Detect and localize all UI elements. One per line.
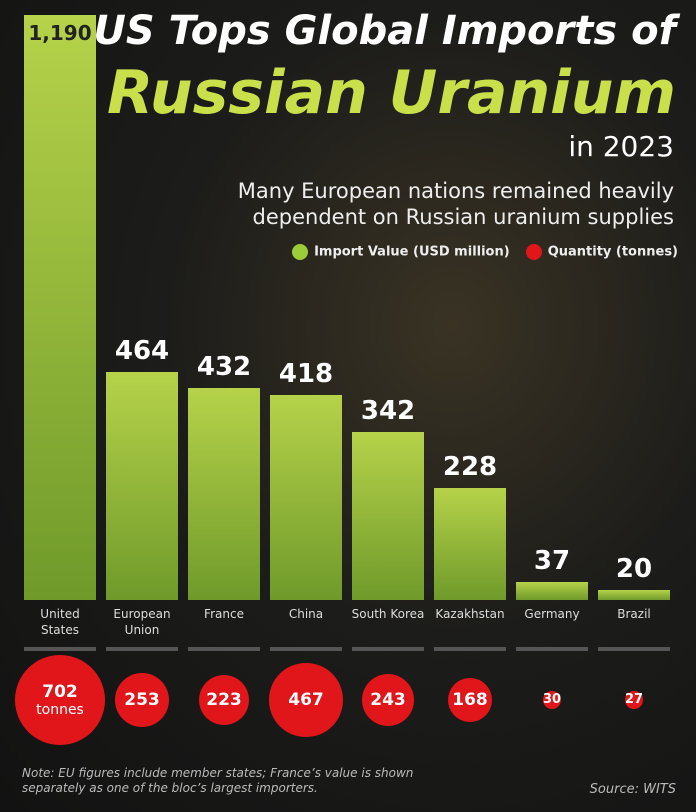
separator bbox=[270, 647, 342, 651]
separator bbox=[188, 647, 260, 651]
source: Source: WITS bbox=[589, 782, 676, 797]
separator bbox=[24, 647, 96, 651]
value-label: 228 bbox=[442, 451, 498, 482]
separator bbox=[516, 647, 588, 651]
separator bbox=[352, 647, 424, 651]
legend-swatch bbox=[292, 244, 309, 260]
quantity-bubble: 467 bbox=[269, 663, 343, 737]
quantity-label: 223 bbox=[206, 689, 242, 710]
quantity-bubble: 30 bbox=[542, 690, 562, 710]
category-label: France bbox=[204, 607, 244, 621]
subtitle: Many European nations remained heavily d… bbox=[237, 179, 674, 229]
value-label: 20 bbox=[615, 554, 653, 585]
value-label: 37 bbox=[533, 545, 571, 576]
quantity-bubble: 702 tonnes bbox=[15, 655, 105, 745]
quantity-bubble: 243 bbox=[361, 673, 415, 727]
quantity-bubble: 27 bbox=[625, 691, 643, 709]
title-year: in 2023 bbox=[568, 130, 674, 163]
note: Note: EU figures include member states; … bbox=[22, 766, 414, 795]
legend-label: Import Value (USD million) bbox=[314, 244, 510, 260]
bar bbox=[434, 487, 506, 600]
bar bbox=[516, 581, 588, 600]
quantity-label: 467 bbox=[288, 689, 324, 710]
value-label: 418 bbox=[278, 358, 334, 389]
quantity-bubble: 168 bbox=[447, 677, 492, 722]
separator bbox=[434, 647, 506, 651]
value-label: 432 bbox=[196, 351, 252, 382]
title-highlight: Russian Uranium bbox=[106, 58, 676, 128]
category-label: Kazakhstan bbox=[435, 607, 505, 621]
separator bbox=[106, 647, 178, 651]
category-label: South Korea bbox=[351, 607, 425, 621]
category-label: China bbox=[288, 607, 324, 621]
legend-item: Import Value (USD million) bbox=[292, 244, 510, 260]
quantity-label: 27 bbox=[624, 692, 644, 708]
quantity-unit: tonnes bbox=[36, 702, 84, 718]
legend-item: Quantity (tonnes) bbox=[525, 244, 678, 260]
title: US Tops Global Imports of bbox=[93, 8, 676, 54]
category-label: European Union bbox=[113, 607, 171, 637]
bar bbox=[106, 371, 178, 600]
value-label: 1,190 bbox=[28, 21, 92, 45]
quantity-bubble: 223 bbox=[198, 674, 250, 726]
category-label: Germany bbox=[524, 607, 580, 621]
quantity-label: 243 bbox=[370, 689, 406, 710]
category-label: United States bbox=[40, 607, 80, 637]
value-label: 464 bbox=[114, 335, 170, 366]
legend-swatch bbox=[525, 244, 542, 260]
quantity-label: 253 bbox=[124, 689, 160, 710]
value-label: 342 bbox=[360, 395, 416, 426]
bar bbox=[24, 15, 96, 600]
quantity-label: 702 bbox=[42, 682, 78, 702]
bar bbox=[352, 431, 424, 600]
quantity-label: 30 bbox=[542, 692, 562, 708]
separator bbox=[598, 647, 670, 651]
bar bbox=[188, 387, 260, 600]
bar bbox=[598, 590, 670, 600]
legend-label: Quantity (tonnes) bbox=[547, 244, 678, 260]
legend: Import Value (USD million) Quantity (ton… bbox=[292, 244, 678, 260]
bar bbox=[270, 394, 342, 600]
category-label: Brazil bbox=[617, 607, 651, 621]
quantity-label: 168 bbox=[452, 689, 488, 710]
quantity-bubble: 253 bbox=[114, 672, 169, 727]
